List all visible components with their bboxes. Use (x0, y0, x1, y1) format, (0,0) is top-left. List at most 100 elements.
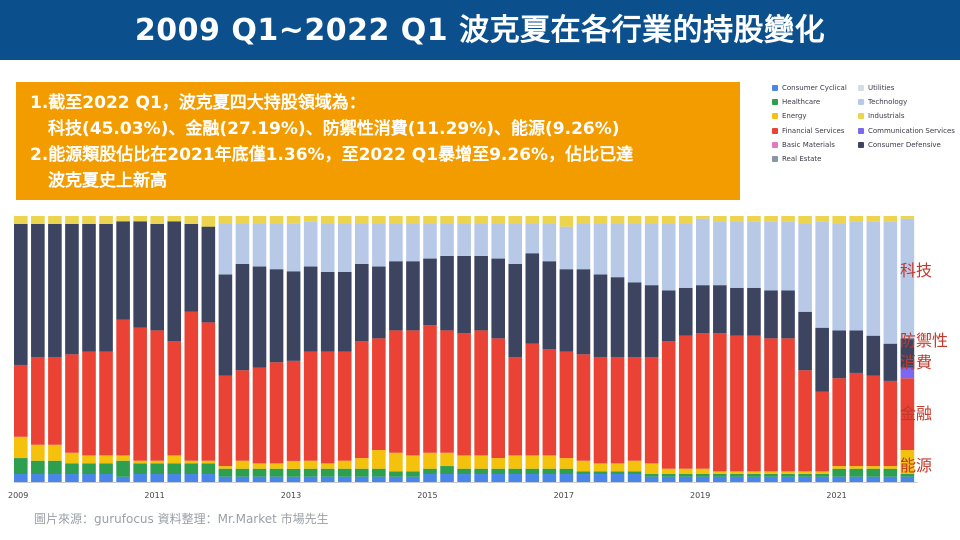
bar-segment-consumer-defensive (883, 343, 898, 381)
legend-label: Communication Services (868, 126, 955, 135)
bar-segment-consumer-defensive (440, 255, 454, 331)
bar-segment-consumer-cyclical (184, 474, 199, 482)
bar-segment-industrials (713, 216, 727, 222)
bar-segment-healthcare (235, 468, 250, 477)
bar-segment-industrials (696, 216, 710, 219)
bar-segment-consumer-defensive (610, 277, 625, 357)
bar-segment-industrials (48, 216, 62, 224)
bar-segment-technology (372, 223, 386, 267)
bar-segment-technology (696, 218, 710, 286)
bar-segment-energy (99, 455, 113, 464)
side-label-tech: 科技 (900, 261, 933, 280)
bar-segment-technology (576, 223, 591, 270)
bar-segment-financial-services (542, 349, 557, 456)
title-bar: 2009 Q1~2022 Q1 波克夏在各行業的持股變化 (0, 0, 960, 64)
bar-segment-industrials (832, 216, 846, 224)
bar-segment-financial-services (661, 341, 676, 469)
bar-segment-energy (116, 455, 130, 461)
bar-segment-financial-services (644, 356, 659, 464)
bar-2012Q1 (218, 216, 233, 482)
bar-segment-financial-services (678, 335, 693, 469)
bar-segment-financial-services (866, 375, 881, 467)
bar-2015Q4 (474, 216, 488, 482)
bar-segment-consumer-cyclical (201, 474, 216, 482)
side-label-defensive-1: 防禦性 (900, 331, 949, 350)
bar-segment-consumer-cyclical (389, 476, 403, 482)
bar-segment-consumer-cyclical (440, 474, 454, 482)
bar-segment-industrials (286, 216, 301, 224)
bar-segment-healthcare (559, 468, 574, 475)
bar-segment-energy (31, 444, 45, 461)
bar-2012Q4 (269, 216, 284, 482)
bar-2021Q2 (849, 216, 864, 482)
bar-segment-consumer-defensive (320, 271, 335, 352)
bar-segment-financial-services (696, 333, 710, 469)
bar-segment-energy (627, 460, 642, 472)
bar-segment-consumer-cyclical (696, 476, 710, 482)
bar-segment-consumer-defensive (764, 290, 778, 339)
bar-segment-industrials (372, 216, 386, 224)
bar-segment-industrials (389, 216, 403, 224)
bar-2014Q4 (406, 216, 420, 482)
bar-segment-healthcare (269, 468, 284, 477)
bar-segment-healthcare (82, 463, 96, 475)
bar-2012Q2 (235, 216, 250, 482)
bar-segment-energy (252, 463, 267, 469)
bar-segment-consumer-cyclical (133, 474, 147, 482)
bar-segment-healthcare (389, 471, 403, 477)
bar-segment-technology (337, 223, 352, 272)
bar-segment-consumer-defensive (406, 261, 420, 331)
bar-segment-energy (883, 466, 898, 469)
legend-label: Real Estate (782, 155, 822, 163)
bar-segment-technology (610, 223, 625, 278)
bar-segment-consumer-defensive (815, 327, 829, 392)
bar-segment-consumer-defensive (14, 223, 28, 365)
bar-segment-consumer-defensive (593, 274, 608, 357)
side-label-financial: 金融 (900, 404, 933, 423)
bar-segment-financial-services (133, 327, 147, 461)
bar-segment-technology (406, 223, 420, 262)
source-footer: 圖片來源：gurufocus 資料整理：Mr.Market 市場先生 (34, 512, 329, 526)
bar-2018Q1 (627, 216, 642, 482)
bar-segment-consumer-defensive (730, 287, 744, 336)
bar-segment-healthcare (286, 468, 301, 477)
bar-2017Q4 (610, 216, 625, 482)
bar-segment-technology (440, 223, 454, 256)
bar-segment-healthcare (730, 474, 744, 477)
bar-segment-financial-services (167, 341, 182, 456)
bar-2019Q1 (696, 216, 710, 482)
legend-item-consumer-defensive: Consumer Defensive (858, 141, 941, 149)
bar-segment-financial-services (218, 375, 233, 467)
legend-label: Consumer Cyclical (782, 84, 847, 92)
bar-2019Q4 (747, 216, 761, 482)
bar-segment-consumer-cyclical (576, 474, 591, 482)
bar-segment-technology (593, 223, 608, 275)
bar-segment-energy (832, 466, 846, 469)
bar-segment-consumer-cyclical (116, 476, 130, 482)
bar-2010Q3 (116, 216, 130, 482)
bar-segment-energy (593, 463, 608, 472)
bar-segment-industrials (781, 216, 795, 222)
x-tick-label: 2011 (144, 491, 164, 500)
bar-segment-consumer-defensive (355, 263, 369, 342)
bar-segment-consumer-defensive (337, 271, 352, 352)
bar-segment-industrials (303, 216, 318, 222)
bar-segment-consumer-cyclical (593, 474, 608, 482)
bar-2013Q1 (286, 216, 301, 482)
bar-2016Q1 (491, 216, 505, 482)
bar-segment-technology (218, 223, 233, 275)
legend-item-healthcare: Healthcare (772, 98, 820, 106)
bar-2019Q3 (730, 216, 744, 482)
bar-2013Q2 (303, 216, 318, 482)
bar-segment-technology (627, 223, 642, 283)
legend-label: Energy (782, 112, 807, 121)
bar-segment-consumer-defensive (150, 223, 164, 331)
bar-segment-consumer-defensive (576, 269, 591, 355)
bar-segment-consumer-cyclical (372, 476, 386, 482)
bar-segment-consumer-cyclical (525, 474, 540, 482)
bar-segment-consumer-cyclical (423, 474, 437, 482)
bar-segment-technology (235, 223, 250, 264)
bar-segment-financial-services (576, 354, 591, 461)
bar-segment-consumer-cyclical (31, 474, 45, 482)
bar-segment-financial-services (747, 335, 761, 472)
